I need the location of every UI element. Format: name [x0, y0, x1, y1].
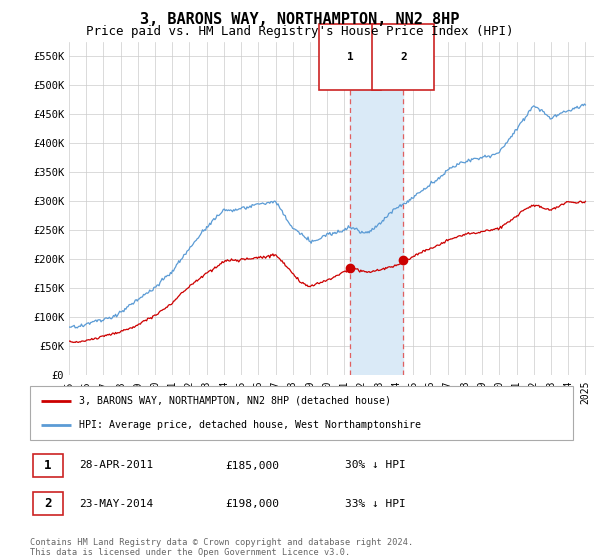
Text: 23-MAY-2014: 23-MAY-2014 [79, 498, 153, 508]
Text: HPI: Average price, detached house, West Northamptonshire: HPI: Average price, detached house, West… [79, 420, 421, 430]
Text: 33% ↓ HPI: 33% ↓ HPI [345, 498, 406, 508]
Text: £198,000: £198,000 [226, 498, 280, 508]
Bar [33, 492, 62, 515]
Bar [33, 454, 62, 477]
Text: 28-APR-2011: 28-APR-2011 [79, 460, 153, 470]
Bar [350, 42, 403, 375]
Text: 1: 1 [44, 459, 52, 472]
Text: 3, BARONS WAY, NORTHAMPTON, NN2 8HP (detached house): 3, BARONS WAY, NORTHAMPTON, NN2 8HP (det… [79, 396, 391, 406]
Text: 3, BARONS WAY, NORTHAMPTON, NN2 8HP: 3, BARONS WAY, NORTHAMPTON, NN2 8HP [140, 12, 460, 27]
Text: 2: 2 [400, 52, 407, 62]
Text: £185,000: £185,000 [226, 460, 280, 470]
Text: Contains HM Land Registry data © Crown copyright and database right 2024.
This d: Contains HM Land Registry data © Crown c… [30, 538, 413, 557]
Text: 30% ↓ HPI: 30% ↓ HPI [345, 460, 406, 470]
Text: Price paid vs. HM Land Registry's House Price Index (HPI): Price paid vs. HM Land Registry's House … [86, 25, 514, 38]
Text: 2: 2 [44, 497, 52, 510]
Text: 1: 1 [347, 52, 353, 62]
